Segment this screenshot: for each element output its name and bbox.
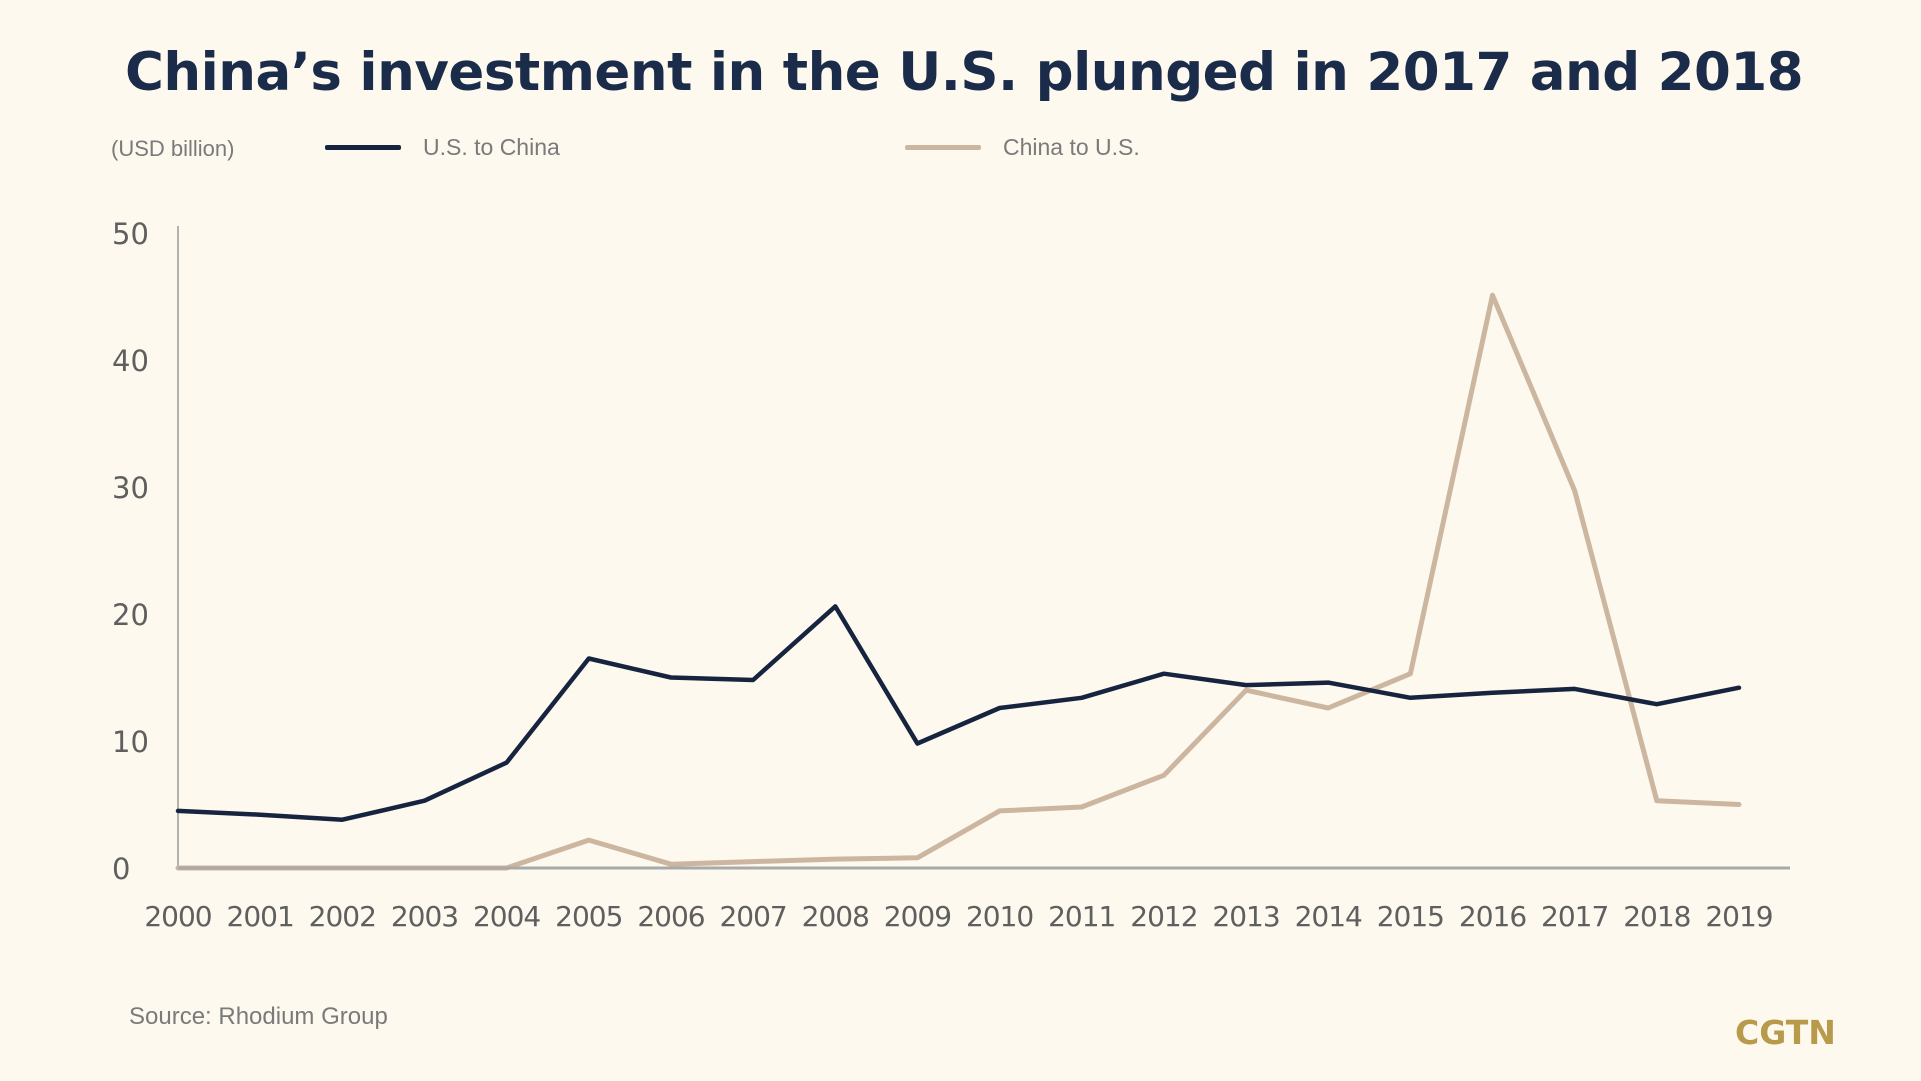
y-tick-label-30: 30 (112, 471, 149, 505)
chart-title: China’s investment in the U.S. plunged i… (125, 42, 1804, 103)
legend-label-us-to-china: U.S. to China (423, 134, 560, 160)
series-line-u-s-to-china (175, 604, 1742, 822)
x-tick-label-2008: 2008 (802, 900, 869, 933)
legend-label-china-to-us: China to U.S. (1003, 134, 1140, 160)
x-tick-label-2004: 2004 (473, 900, 540, 933)
x-tick-label-2005: 2005 (555, 900, 622, 933)
x-tick-label-2001: 2001 (227, 900, 294, 933)
legend-item-china-to-us: China to U.S. (905, 134, 1140, 161)
x-tick-label-2003: 2003 (391, 900, 458, 933)
y-axis-unit-label: (USD billion) (111, 136, 235, 161)
x-tick-label-2009: 2009 (884, 900, 951, 933)
x-tick-label-2017: 2017 (1541, 900, 1608, 933)
x-tick-label-2000: 2000 (144, 900, 211, 933)
x-tick-label-2012: 2012 (1130, 900, 1197, 933)
y-tick-label-20: 20 (112, 598, 149, 632)
y-tick-label-10: 10 (112, 725, 149, 759)
x-tick-label-2019: 2019 (1705, 900, 1772, 933)
x-tick-label-2016: 2016 (1459, 900, 1526, 933)
x-tick-label-2013: 2013 (1212, 900, 1279, 933)
legend-swatch-china-to-us (905, 145, 981, 150)
y-tick-label-40: 40 (112, 344, 149, 378)
legend-item-us-to-china: U.S. to China (325, 134, 560, 161)
legend-swatch-us-to-china (325, 145, 401, 150)
x-tick-label-2002: 2002 (309, 900, 376, 933)
x-tick-label-2006: 2006 (637, 900, 704, 933)
x-tick-label-2010: 2010 (966, 900, 1033, 933)
y-tick-label-0: 0 (112, 852, 130, 886)
x-tick-label-2011: 2011 (1048, 900, 1115, 933)
x-tick-label-2007: 2007 (719, 900, 786, 933)
x-tick-label-2015: 2015 (1377, 900, 1444, 933)
x-tick-label-2018: 2018 (1623, 900, 1690, 933)
series-line-china-to-u-s (175, 292, 1742, 871)
cgtn-logo: CGTN (1735, 1013, 1836, 1052)
y-tick-label-50: 50 (112, 217, 149, 251)
source-note: Source: Rhodium Group (129, 1003, 388, 1030)
x-tick-label-2014: 2014 (1295, 900, 1362, 933)
